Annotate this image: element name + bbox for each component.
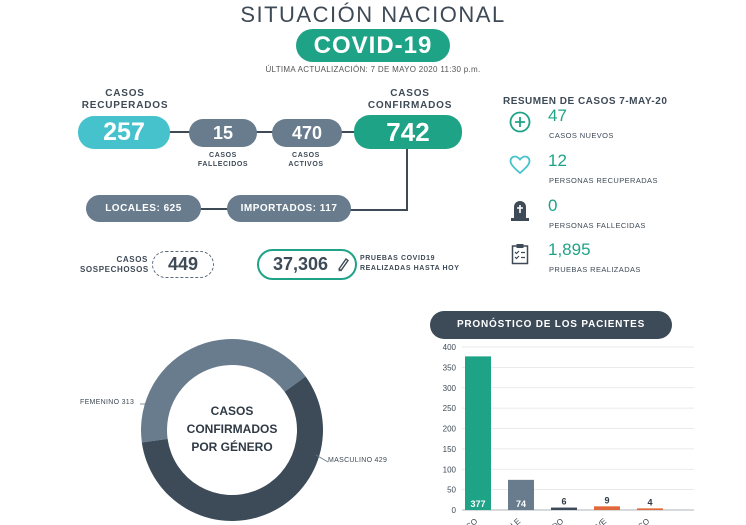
deaths-label: CASOS FALLECIDOS xyxy=(197,152,249,168)
y-tick-label: 150 xyxy=(443,445,457,454)
summary-label: PRUEBAS REALIZADAS xyxy=(549,265,641,274)
bar xyxy=(637,508,663,510)
heart-icon xyxy=(509,155,531,175)
tests-pill: 37,306 xyxy=(257,249,357,280)
active-label: CASOS ACTIVOS xyxy=(288,152,324,168)
y-tick-label: 300 xyxy=(443,384,457,393)
slice-femenino xyxy=(141,338,306,443)
bar xyxy=(551,507,577,510)
y-tick-label: 0 xyxy=(452,506,457,515)
page-title: SITUACIÓN NACIONAL xyxy=(240,2,506,27)
bar xyxy=(508,479,534,510)
active-pill: 470 xyxy=(272,119,342,147)
y-tick-label: 350 xyxy=(443,363,457,372)
deaths-pill: 15 xyxy=(189,119,257,147)
x-category-label: …ICO xyxy=(628,517,651,525)
summary-label: PERSONAS FALLECIDAS xyxy=(549,221,646,230)
bar-chart-title: PRONÓSTICO DE LOS PACIENTES xyxy=(430,311,672,339)
confirmed-pill: 742 xyxy=(354,115,462,149)
summary-title: RESUMEN DE CASOS 7-MAY-20 xyxy=(503,96,668,107)
bar-value-label: 6 xyxy=(561,497,566,507)
legend-femenino: FEMENINO 313 xyxy=(80,399,135,406)
covid-badge: COVID-19 xyxy=(296,29,450,62)
summary-value: 47 xyxy=(548,106,567,125)
bar xyxy=(594,506,620,510)
summary-label: PERSONAS RECUPERADAS xyxy=(549,176,658,185)
confirmed-label: CASOS CONFIRMADOS xyxy=(367,88,453,111)
y-tick-label: 400 xyxy=(443,343,457,352)
x-category-label: …AVE xyxy=(585,517,609,525)
tests-label: PRUEBAS COVID19 REALIZADAS HASTA HOY xyxy=(360,255,460,272)
local-pill: LOCALES: 625 xyxy=(86,195,201,222)
connector-line xyxy=(348,209,408,211)
slice-masculino xyxy=(141,376,323,521)
bar xyxy=(465,356,491,510)
summary-label: CASOS NUEVOS xyxy=(549,131,614,140)
x-category-label: …DO xyxy=(544,517,565,525)
tests-value: 37,306 xyxy=(273,254,329,274)
bar-value-label: 74 xyxy=(516,499,526,509)
donut-title: CASOS CONFIRMADOS POR GÉNERO xyxy=(186,404,278,454)
bar-value-label: 377 xyxy=(470,499,485,509)
suspected-label: CASOS SOSPECHOSOS xyxy=(80,255,149,274)
connector-line xyxy=(165,131,365,133)
clipboard-icon xyxy=(511,243,529,265)
y-tick-label: 100 xyxy=(443,465,457,474)
recovered-pill: 257 xyxy=(78,116,170,149)
connector-line xyxy=(406,148,408,210)
plus-circle-icon xyxy=(509,111,531,133)
summary-value: 12 xyxy=(548,151,567,170)
bar-value-label: 4 xyxy=(647,497,652,507)
x-category-label: …BLE xyxy=(499,517,522,525)
y-tick-label: 250 xyxy=(443,404,457,413)
bar-value-label: 9 xyxy=(604,495,609,505)
pencil-icon xyxy=(336,256,350,277)
imported-pill: IMPORTADOS: 117 xyxy=(227,195,351,222)
prognosis-bar-chart: 0 50 100 150 200 250 300 350 400 377 …CO 74 …BLE 6 …DO… xyxy=(443,343,694,525)
connector-line xyxy=(197,208,237,210)
summary-value: 0 xyxy=(548,196,558,215)
update-timestamp: ÚLTIMA ACTUALIZACIÓN: 7 DE MAYO 2020 11:… xyxy=(265,65,481,74)
summary-value: 1,895 xyxy=(548,240,591,259)
y-tick-label: 200 xyxy=(443,425,457,434)
leader-line xyxy=(315,454,329,463)
y-tick-label: 50 xyxy=(447,486,456,495)
gender-donut-chart xyxy=(140,338,329,521)
recovered-label: CASOS RECUPERADOS xyxy=(81,88,169,111)
donut-center-label: CASOS CONFIRMADOS POR GÉNERO xyxy=(182,402,282,456)
x-category-label: …CO xyxy=(458,517,479,525)
suspected-pill: 449 xyxy=(152,251,214,278)
legend-masculino: MASCULINO 429 xyxy=(328,457,388,464)
tombstone-icon xyxy=(510,199,530,221)
